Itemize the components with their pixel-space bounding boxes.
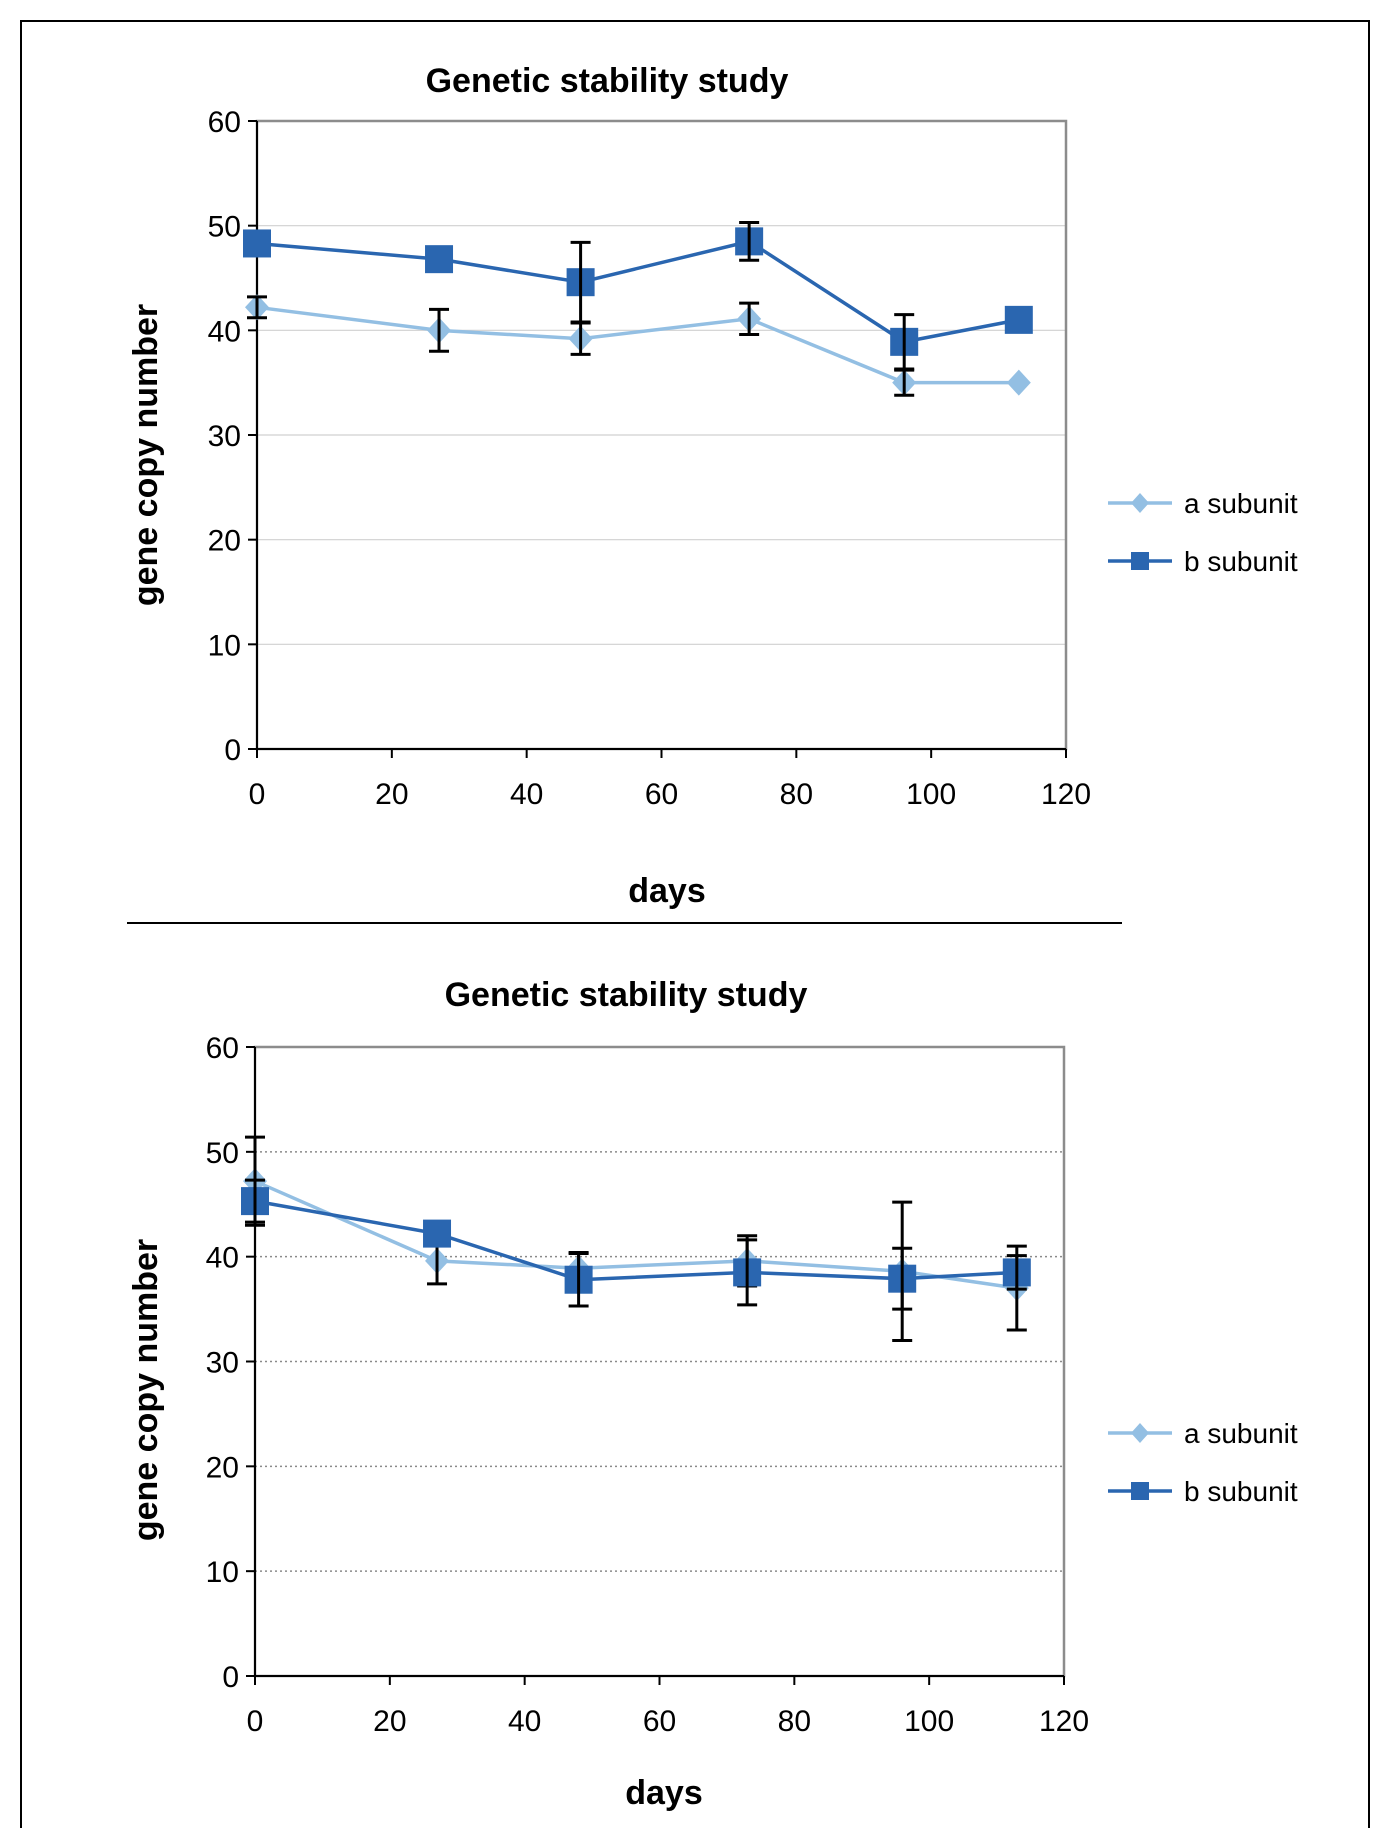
- error-bar: [245, 1178, 265, 1224]
- x-tick-label: 120: [1039, 1705, 1089, 1738]
- y-tick-label: 40: [208, 315, 241, 348]
- error-bar: [892, 1246, 913, 1311]
- y-tick-label: 0: [222, 1661, 239, 1694]
- legend-square-icon: [1131, 552, 1149, 570]
- legend-label: b subunit: [1184, 1476, 1298, 1507]
- error-bar: [570, 240, 591, 324]
- y-tick-label: 20: [206, 1451, 239, 1484]
- gridlines: [255, 1151, 1064, 1572]
- data-point: [423, 1219, 452, 1248]
- error-bar: [739, 301, 760, 337]
- x-axis-label: days: [628, 872, 706, 910]
- y-tick-label: 30: [206, 1347, 239, 1380]
- series-line: [254, 1179, 1018, 1290]
- series-points: [241, 1178, 1031, 1311]
- y-tick-label: 60: [206, 1032, 239, 1065]
- y-tick-label: 0: [224, 734, 241, 767]
- data-point: [243, 229, 271, 258]
- chart-top: Genetic stability study days gene copy n…: [127, 62, 1298, 910]
- x-tick-label: 40: [510, 778, 543, 811]
- y-axis-label: gene copy number: [127, 304, 165, 606]
- y-tick-label: 10: [206, 1556, 239, 1589]
- x-tick-label: 60: [645, 778, 678, 811]
- y-tick-label: 50: [206, 1137, 239, 1170]
- x-tick-label: 120: [1041, 778, 1091, 811]
- series-points: [243, 221, 1033, 371]
- data-point: [1006, 369, 1031, 396]
- error-bar: [739, 221, 760, 262]
- legend: a subunit b subunit: [1108, 488, 1298, 577]
- x-tick-label: 100: [906, 778, 956, 811]
- x-tick-label: 60: [643, 1705, 676, 1738]
- figure-frame: [20, 20, 1370, 1828]
- x-tick-label: 20: [375, 778, 408, 811]
- legend-label: b subunit: [1184, 546, 1298, 577]
- x-tick-label: 80: [780, 778, 813, 811]
- series-line: [254, 1199, 1017, 1282]
- chart-bottom: Genetic stability study days gene copy n…: [127, 976, 1298, 1812]
- legend-square-icon: [1131, 1482, 1149, 1500]
- error-bar: [568, 1252, 589, 1308]
- legend-label: a subunit: [1184, 1418, 1298, 1449]
- series-line: [256, 305, 1019, 385]
- y-tick-label: 30: [208, 420, 241, 453]
- y-tick-label: 40: [206, 1242, 239, 1275]
- series-line: [256, 239, 1020, 344]
- x-tick-label: 0: [249, 778, 266, 811]
- x-tick-label: 80: [778, 1705, 811, 1738]
- x-tick-label: 0: [247, 1705, 264, 1738]
- gridlines: [257, 225, 1066, 645]
- x-tick-label: 100: [904, 1705, 954, 1738]
- x-axis-label: days: [625, 1774, 703, 1812]
- chart-title: Genetic stability study: [445, 976, 808, 1014]
- chart-title: Genetic stability study: [426, 62, 789, 100]
- legend-label: a subunit: [1184, 488, 1298, 519]
- x-tick-label: 20: [373, 1705, 406, 1738]
- error-bar: [737, 1238, 758, 1307]
- error-bar: [247, 295, 267, 320]
- data-point: [1004, 305, 1033, 334]
- y-tick-label: 60: [208, 106, 241, 139]
- data-point: [425, 245, 454, 274]
- x-tick-label: 40: [508, 1705, 541, 1738]
- error-bar: [894, 313, 915, 371]
- legend: a subunit b subunit: [1108, 1418, 1298, 1507]
- legend-diamond-icon: [1131, 1423, 1149, 1443]
- y-tick-label: 10: [208, 629, 241, 662]
- y-tick-label: 20: [208, 525, 241, 558]
- chart-separator: [127, 922, 1122, 924]
- error-bar: [429, 307, 450, 353]
- y-tick-label: 50: [208, 211, 241, 244]
- error-bar: [1006, 1254, 1027, 1291]
- y-axis-label: gene copy number: [127, 1239, 165, 1541]
- legend-diamond-icon: [1131, 493, 1149, 513]
